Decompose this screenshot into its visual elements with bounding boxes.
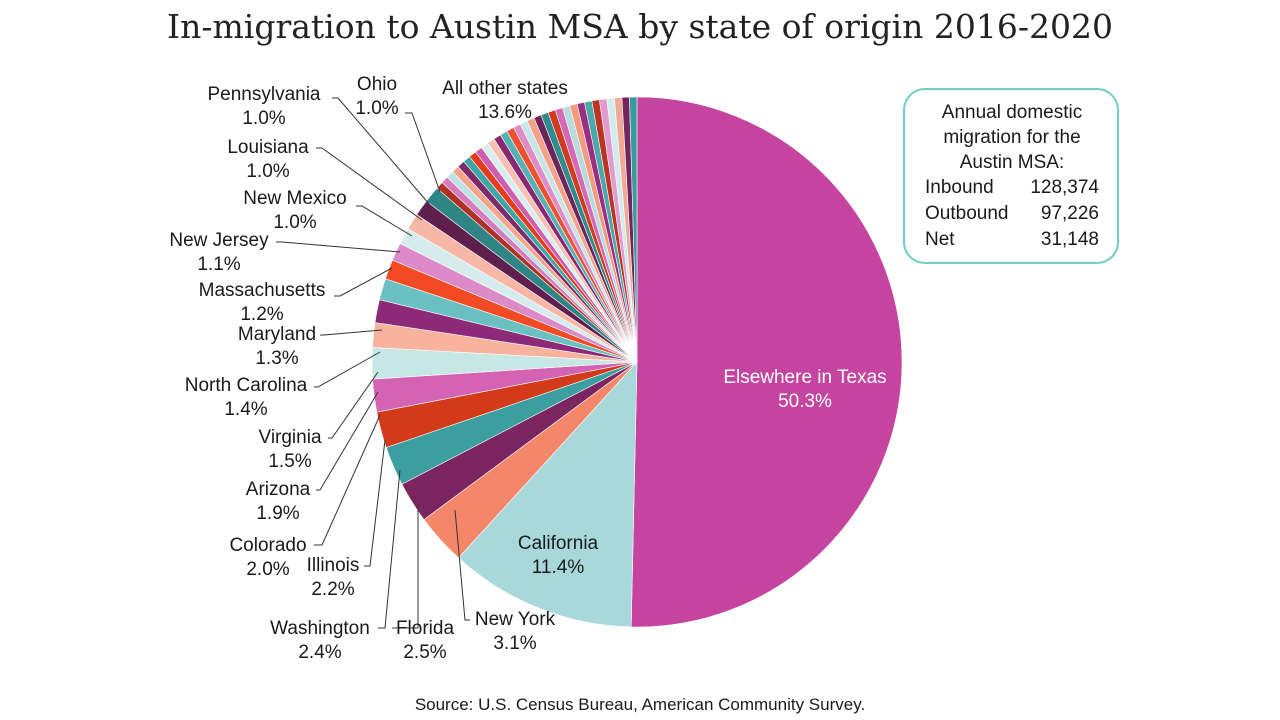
leader-line	[454, 509, 470, 621]
slice-label-name: Washington	[270, 618, 370, 639]
slice-label-name: New Jersey	[169, 230, 269, 251]
slice-label-name: Louisiana	[227, 137, 309, 158]
slice-labels: Elsewhere in Texas 50.3% California 11.4% Ne…	[169, 74, 886, 663]
slice-label-value: 1.0%	[242, 108, 285, 129]
slice-label-value: 2.0%	[246, 559, 289, 580]
leader-line	[364, 439, 386, 567]
leader-line	[392, 505, 419, 629]
slice-label-value: 11.4%	[532, 557, 585, 578]
leader-line	[356, 205, 413, 237]
slice-label-name: North Carolina	[185, 375, 308, 396]
slice-label-name: Elsewhere in Texas	[723, 367, 886, 388]
info-row-value: 31,148	[1040, 229, 1099, 250]
slice-label-value: 1.9%	[256, 503, 299, 524]
slice-label-value: 2.5%	[403, 642, 446, 663]
leader-line	[316, 147, 423, 221]
slice-label-name: New Mexico	[243, 188, 346, 209]
slice-label-name: Arizona	[246, 479, 311, 500]
pie-slice-california	[458, 361, 638, 628]
info-row-net: Net 31,148	[925, 227, 1099, 253]
info-box-header-line: Annual domestic	[941, 102, 1083, 123]
slice-label-value: 1.0%	[273, 212, 316, 233]
leader-line	[378, 469, 401, 629]
slice-label-name: Maryland	[238, 324, 316, 345]
migration-info-box: Annual domestic migration for the Austin…	[903, 88, 1119, 264]
slice-label-value: 13.6%	[478, 102, 532, 123]
slice-label-value: 3.1%	[493, 633, 536, 654]
info-row-label: Outbound	[925, 203, 1009, 224]
slice-label-name: Colorado	[229, 535, 306, 556]
slice-label-name: Massachusetts	[199, 280, 326, 301]
slice-label-value: 2.2%	[311, 579, 354, 600]
info-box-header-line: Austin MSA:	[959, 152, 1065, 173]
pie-slice-all-other-states	[629, 96, 638, 363]
slice-label-name: New York	[475, 609, 556, 630]
slice-label-value: 1.1%	[197, 254, 240, 275]
slice-label-value: 1.5%	[268, 451, 311, 472]
slice-label-value: 2.4%	[298, 642, 341, 663]
slice-label-value: 50.3%	[778, 391, 832, 412]
slice-label-name: Florida	[396, 618, 455, 639]
info-row-label: Inbound	[925, 177, 994, 198]
slice-label-value: 1.4%	[224, 399, 267, 420]
slice-label-name: Pennsylvania	[207, 84, 320, 105]
slice-label-value: 1.2%	[240, 304, 283, 325]
slice-label-value: 1.0%	[246, 161, 289, 182]
leader-line	[314, 414, 381, 546]
leader-lines	[276, 97, 470, 629]
info-row-value: 128,374	[1030, 177, 1099, 198]
slice-label-name: Illinois	[307, 555, 360, 576]
info-row-outbound: Outbound 97,226	[925, 201, 1099, 227]
slice-label-value: 1.0%	[355, 98, 398, 119]
slice-label-name: All other states	[442, 78, 568, 99]
info-row-inbound: Inbound 128,374	[925, 175, 1099, 201]
info-row-label: Net	[925, 229, 955, 250]
info-box-header-line: migration for the	[943, 127, 1081, 148]
chart-title: In-migration to Austin MSA by state of o…	[167, 7, 1113, 46]
leader-line	[334, 267, 393, 297]
leader-line	[405, 112, 441, 193]
slice-label-name: Virginia	[258, 427, 321, 448]
info-row-value: 97,226	[1040, 203, 1099, 224]
leader-line	[316, 391, 379, 491]
leader-line	[328, 371, 379, 439]
leader-line	[320, 329, 383, 336]
slice-label-name: Ohio	[357, 74, 397, 95]
leader-line	[314, 351, 381, 388]
slice-label-value: 1.3%	[255, 348, 298, 369]
pie-slices	[371, 96, 903, 628]
leader-line	[332, 97, 431, 206]
source-note: Source: U.S. Census Bureau, American Com…	[415, 695, 865, 714]
pie-slice-elsewhere-in-texas	[630, 96, 903, 628]
leader-line	[276, 241, 401, 253]
slice-label-name: California	[518, 533, 599, 554]
